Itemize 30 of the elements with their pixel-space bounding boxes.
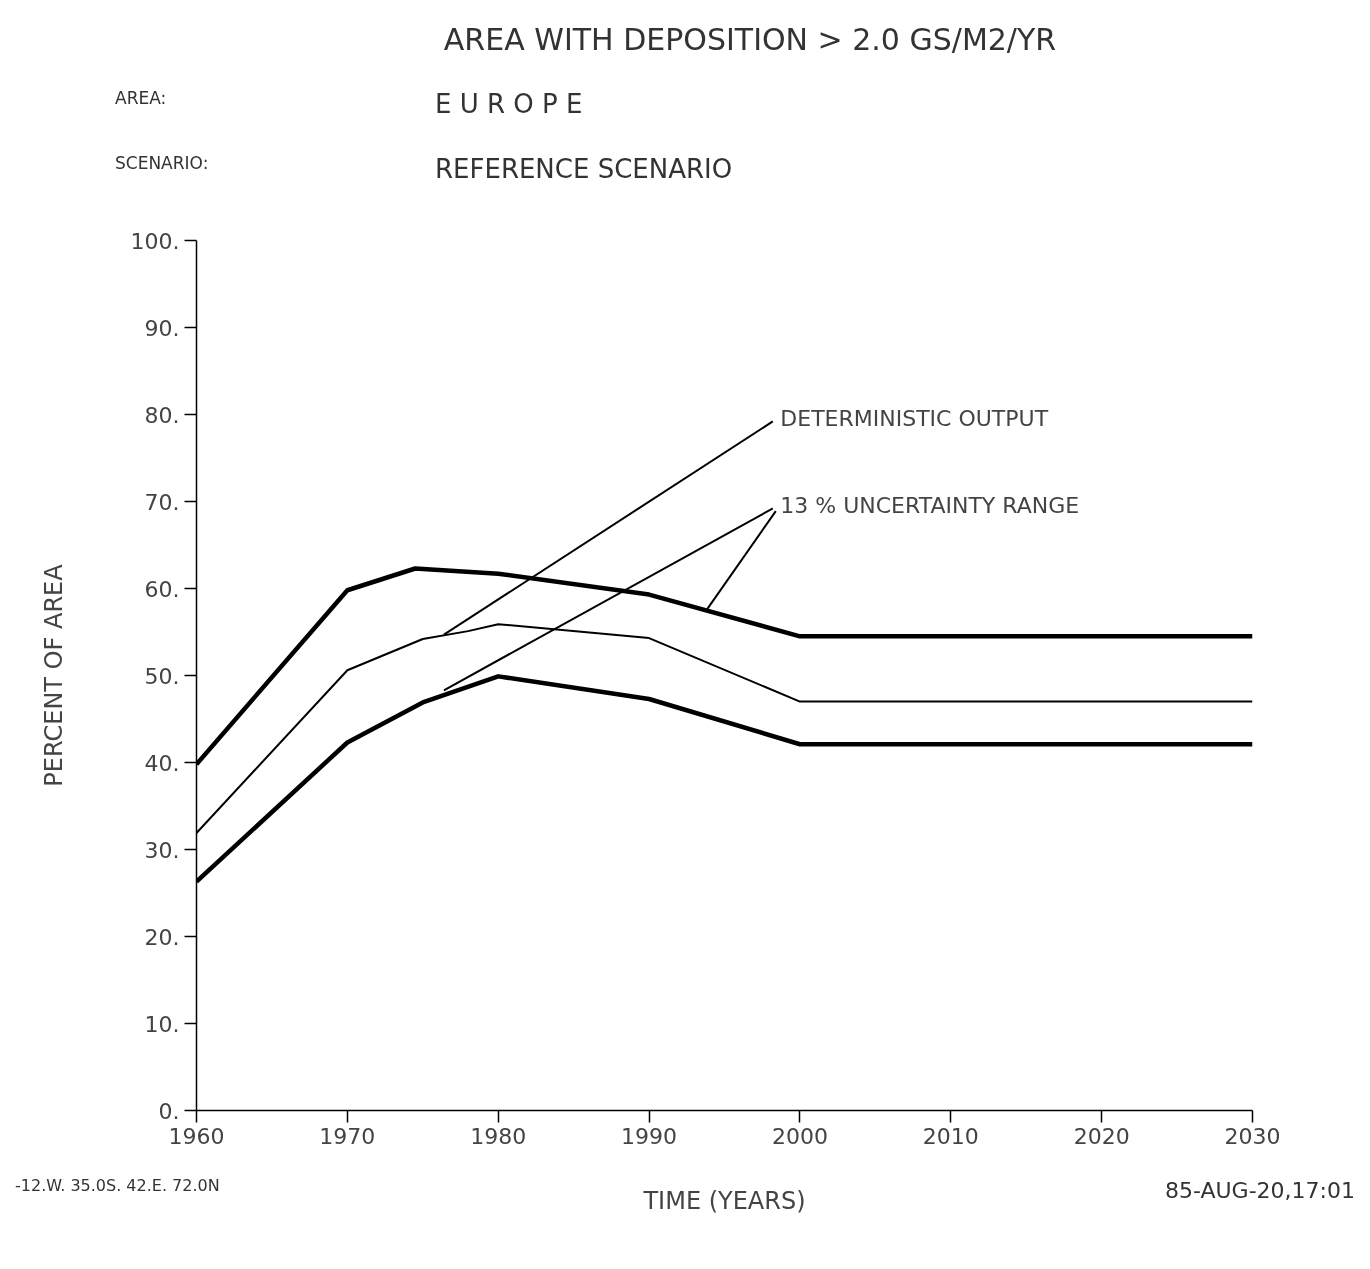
x-tick-label: 1990 <box>621 1123 678 1149</box>
x-tick-label: 2020 <box>1073 1123 1130 1149</box>
text: 85-AUG-20,17:01 <box>1165 1177 1356 1205</box>
annotation: DETERMINISTIC OUTPUT <box>780 406 1049 432</box>
chart-title: AREA WITH DEPOSITION > 2.0 GS/M2/YR <box>442 21 1058 59</box>
annotation: 13 % UNCERTAINTY RANGE <box>780 493 1080 519</box>
y-tick-label: 50. <box>144 663 180 689</box>
y-tick-label: 0. <box>158 1098 180 1124</box>
y-tick-label: 90. <box>144 315 180 341</box>
x-tick-label: 1980 <box>470 1123 527 1149</box>
x-tick-label: 1970 <box>319 1123 376 1149</box>
x-tick-label: 1960 <box>168 1123 225 1149</box>
text: -12.W. 35.0S. 42.E. 72.0N <box>14 1175 220 1197</box>
y-tick-label: 30. <box>144 837 180 863</box>
text: E U R O P E <box>435 87 583 121</box>
y-tick-label: 10. <box>144 1011 180 1037</box>
y-tick-label: 40. <box>144 750 180 776</box>
y-tick-label: 20. <box>144 924 180 950</box>
x-tick-label: 2030 <box>1224 1123 1281 1149</box>
x-tick-label: 2000 <box>771 1123 828 1149</box>
y-tick-label: 100. <box>130 228 180 254</box>
text: AREA: <box>114 86 168 110</box>
text: SCENARIO: <box>114 152 210 175</box>
y-tick-label: 70. <box>144 489 180 515</box>
y-tick-label: 60. <box>144 576 180 602</box>
x-tick-label: 2010 <box>922 1123 979 1149</box>
x-axis-title: TIME (YEARS) <box>642 1186 806 1215</box>
y-axis-title: PERCENT OF AREA <box>39 563 68 787</box>
y-tick-label: 80. <box>144 402 180 428</box>
text: REFERENCE SCENARIO <box>435 153 733 186</box>
